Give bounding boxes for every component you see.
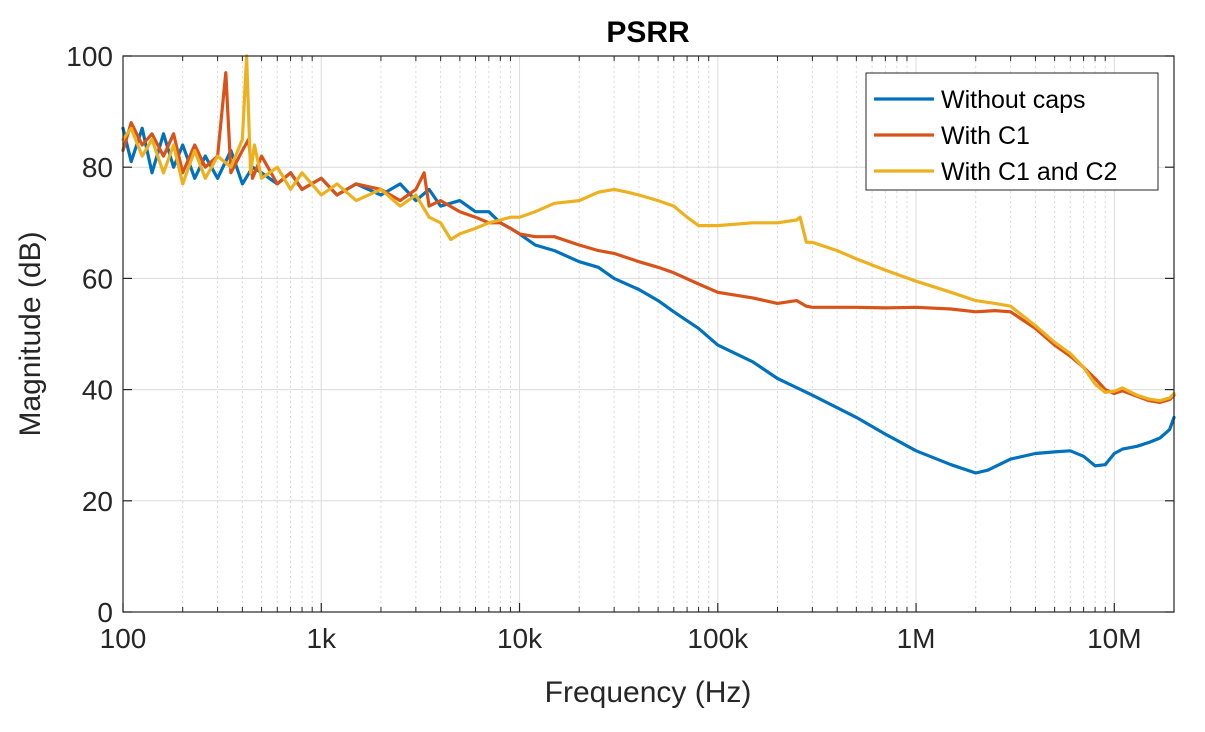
y-tick-label: 100 xyxy=(66,41,113,72)
y-tick-label: 80 xyxy=(82,152,113,183)
x-tick-label: 100k xyxy=(687,623,749,654)
x-tick-label: 10M xyxy=(1087,623,1141,654)
x-tick-label: 100 xyxy=(100,623,147,654)
x-tick-label: 1M xyxy=(897,623,936,654)
plot-frame xyxy=(122,55,1175,613)
y-tick-labels: 0 20 40 60 80 100 xyxy=(66,41,113,628)
x-tick-label: 1k xyxy=(306,623,337,654)
chart-title: PSRR xyxy=(606,16,690,49)
x-tick-label: 10k xyxy=(497,623,543,654)
y-tick-label: 40 xyxy=(82,375,113,406)
legend-label: With C1 xyxy=(941,122,1030,150)
legend-label: Without caps xyxy=(941,86,1086,114)
series-line-without-caps xyxy=(121,126,1176,475)
y-tick-label: 20 xyxy=(82,486,113,517)
legend: Without caps With C1 With C1 and C2 xyxy=(865,72,1159,191)
series-line-with-c1 xyxy=(121,71,1176,404)
axis-ticks xyxy=(122,55,1174,613)
legend-label: With C1 and C2 xyxy=(941,158,1117,186)
y-tick-label: 0 xyxy=(97,597,113,628)
y-tick-label: 60 xyxy=(82,263,113,294)
x-tick-labels: 100 1k 10k 100k 1M 10M xyxy=(100,623,1142,654)
y-axis-label: Magnitude (dB) xyxy=(14,231,47,436)
x-axis-label: Frequency (Hz) xyxy=(545,676,752,709)
